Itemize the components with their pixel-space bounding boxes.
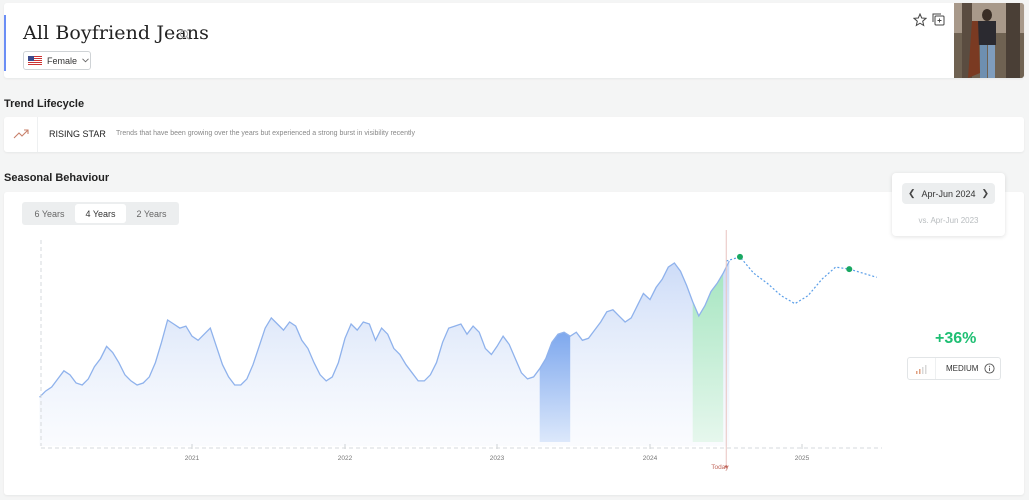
tab-4-years[interactable]: 4 Years bbox=[75, 204, 126, 223]
forecast-line bbox=[726, 256, 877, 305]
lifecycle-description: Trends that have been growing over the y… bbox=[116, 130, 415, 137]
today-marker bbox=[724, 465, 728, 468]
highlight-current-period bbox=[692, 273, 724, 442]
search-icon[interactable] bbox=[179, 29, 191, 41]
trend-title: All Boyfriend Jeans bbox=[23, 22, 209, 44]
lifecycle-icon-box bbox=[4, 117, 38, 152]
info-icon[interactable] bbox=[984, 363, 995, 374]
area-fill bbox=[39, 261, 730, 446]
period-selector-panel: ❮ Apr-Jun 2024 ❯ vs. Apr-Jun 2023 bbox=[892, 173, 1005, 236]
x-tick-label: 2021 bbox=[185, 455, 200, 462]
star-icon[interactable] bbox=[913, 13, 927, 27]
seasonal-behaviour-heading: Seasonal Behaviour bbox=[4, 172, 110, 184]
trending-up-icon bbox=[13, 129, 29, 139]
today-tick-label: Today bbox=[711, 464, 729, 471]
tab-6-years[interactable]: 6 Years bbox=[34, 208, 65, 219]
trend-lifecycle-heading: Trend Lifecycle bbox=[4, 98, 85, 110]
trend-header: All Boyfriend Jeans Female bbox=[4, 3, 1024, 78]
timespan-tabs: 6 Years 4 Years 2 Years bbox=[22, 202, 179, 225]
signal-bars-icon bbox=[908, 358, 936, 379]
series-line bbox=[39, 260, 730, 398]
x-tick-label: 2024 bbox=[643, 455, 658, 462]
growth-level-label: MEDIUM bbox=[946, 364, 979, 373]
us-flag-icon bbox=[28, 56, 42, 65]
growth-level-badge: MEDIUM bbox=[907, 357, 1001, 380]
highlight-previous-period bbox=[539, 332, 571, 442]
chevron-left-icon[interactable]: ❮ bbox=[908, 188, 916, 198]
x-tick-label: 2023 bbox=[490, 455, 505, 462]
gender-select[interactable]: Female bbox=[23, 51, 91, 70]
lifecycle-card: RISING STAR Trends that have been growin… bbox=[4, 117, 1024, 152]
header-accent-bar bbox=[4, 15, 6, 71]
gender-select-label: Female bbox=[47, 55, 78, 66]
forecast-peak-marker bbox=[846, 266, 853, 273]
x-tick-label: 2022 bbox=[338, 455, 353, 462]
growth-value: +36% bbox=[935, 330, 977, 347]
tab-2-years[interactable]: 2 Years bbox=[136, 208, 167, 219]
add-to-collection-icon[interactable] bbox=[932, 13, 945, 26]
x-tick-label: 2025 bbox=[795, 455, 810, 462]
period-label: Apr-Jun 2024 bbox=[921, 188, 976, 199]
period-nav: ❮ Apr-Jun 2024 ❯ bbox=[902, 183, 995, 204]
forecast-peak-marker bbox=[736, 253, 743, 260]
trend-thumbnail-image[interactable] bbox=[954, 3, 1024, 78]
lifecycle-stage: RISING STAR bbox=[49, 129, 106, 139]
chevron-right-icon[interactable]: ❯ bbox=[981, 188, 989, 198]
chevron-down-icon bbox=[82, 58, 89, 63]
period-comparison: vs. Apr-Jun 2023 bbox=[918, 216, 979, 225]
